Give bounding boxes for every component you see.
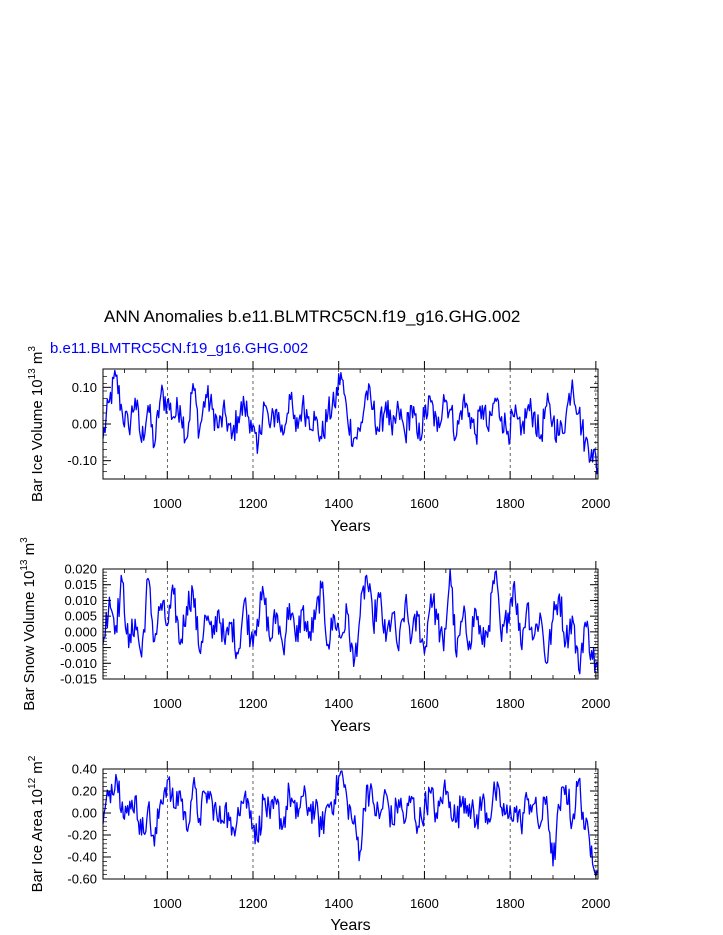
y-axis-title: Bar Ice Volume 1013 m3 (27, 346, 46, 502)
x-tick-label: 1000 (153, 896, 182, 911)
x-tick-label: 1600 (410, 496, 439, 511)
y-tick-label: -0.10 (67, 453, 97, 468)
y-tick-label: 0.020 (64, 562, 97, 577)
chart-panels: 1000 1200 1400 1600 1800 2000 0.10 0.00 -0.10 Yea… (19, 346, 610, 934)
y-tick-label: -0.010 (60, 656, 97, 671)
x-tick-label: 1600 (410, 896, 439, 911)
y-tick-label: -0.005 (60, 640, 97, 655)
chart-bar-ice-area: 1000 1200 1400 1600 1800 2000 0.40 0.20 0.00 -0.2… (27, 755, 610, 934)
y-tick-label: -0.20 (67, 828, 97, 843)
x-tick-label: 1200 (239, 696, 268, 711)
y-tick-label: -0.60 (67, 872, 97, 887)
y-axis-title-superscript: 2 (27, 755, 38, 761)
y-tick-label: 0.015 (64, 577, 97, 592)
y-axis-title-part: Bar Ice Area 10 (29, 789, 46, 892)
x-tick-label: 1400 (324, 496, 353, 511)
chart-bar-ice-volume: 1000 1200 1400 1600 1800 2000 0.10 0.00 -0.10 Yea… (27, 346, 610, 535)
x-tick-label: 2000 (581, 696, 610, 711)
x-tick-label: 1800 (496, 896, 525, 911)
y-axis-title-part: Bar Snow Volume 10 (21, 571, 38, 711)
y-tick-label: -0.015 (60, 672, 97, 687)
x-tick-label: 1600 (410, 696, 439, 711)
plot-frame (102, 768, 599, 880)
series-line (102, 770, 599, 877)
x-tick-label: 2000 (581, 896, 610, 911)
y-tick-label: 0.00 (72, 417, 97, 432)
x-tick-label: 1000 (153, 496, 182, 511)
y-tick-label: 0.40 (72, 762, 97, 777)
case-label: b.e11.BLMTRC5CN.f19_g16.GHG.002 (50, 340, 308, 357)
x-tick-label: 1800 (496, 496, 525, 511)
y-axis-title-part: m (29, 761, 46, 778)
figure-title: ANN Anomalies b.e11.BLMTRC5CN.f19_g16.GH… (104, 307, 520, 326)
x-tick-label: 1800 (496, 696, 525, 711)
y-axis-title-superscript: 3 (19, 537, 30, 543)
y-tick-label: 0.010 (64, 593, 97, 608)
chart-bar-snow-volume: 1000 1200 1400 1600 1800 20000.0200.0150.0100… (19, 537, 610, 735)
y-tick-label: -0.40 (67, 850, 97, 865)
x-axis-title: Years (330, 518, 370, 535)
series-line (102, 369, 599, 475)
y-axis-title-part: m (21, 543, 38, 560)
x-axis-title: Years (330, 718, 370, 735)
x-tick-label: 1200 (239, 896, 268, 911)
series-line (102, 568, 599, 675)
x-axis-title: Years (330, 917, 370, 934)
y-axis-title-part: Bar Ice Volume 10 (29, 379, 46, 502)
x-tick-label: 1400 (324, 696, 353, 711)
y-tick-label: 0.00 (72, 806, 97, 821)
y-axis-title: Bar Snow Volume 1013 m3 (19, 537, 38, 711)
x-tick-label: 1200 (239, 496, 268, 511)
y-tick-label: 0.10 (72, 380, 97, 395)
y-axis-title-superscript: 3 (27, 346, 38, 352)
y-axis-title-superscript: 12 (27, 777, 38, 789)
y-tick-label: 0.000 (64, 624, 97, 639)
y-tick-label: 0.20 (72, 784, 97, 799)
plot-frame (102, 568, 599, 680)
x-tick-label: 2000 (581, 496, 610, 511)
y-axis-title-superscript: 13 (19, 559, 30, 571)
y-tick-label: 0.005 (64, 609, 97, 624)
y-axis-title-superscript: 13 (27, 368, 38, 380)
x-tick-label: 1000 (153, 696, 182, 711)
x-tick-label: 1400 (324, 896, 353, 911)
y-axis-title: Bar Ice Area 1012 m2 (27, 755, 46, 892)
y-axis-title-part: m (29, 352, 46, 369)
